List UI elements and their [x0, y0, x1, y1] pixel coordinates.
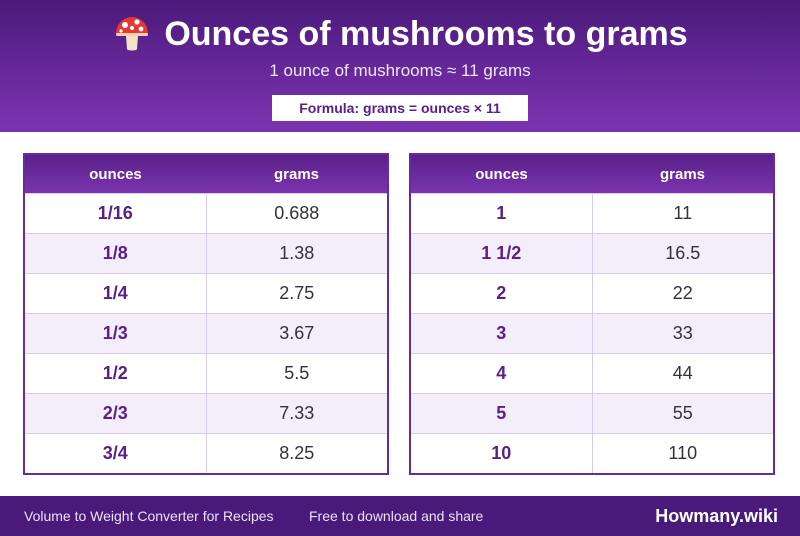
- ounces-cell: 3/4: [25, 433, 207, 473]
- ounces-cell: 4: [411, 353, 593, 394]
- table-row: 1/2 5.5: [25, 353, 387, 394]
- grams-cell: 5.5: [206, 353, 387, 394]
- grams-cell: 2.75: [206, 273, 387, 314]
- table-row: 4 44: [411, 353, 773, 394]
- grams-cell: 0.688: [206, 193, 387, 234]
- ounces-cell: 1: [411, 193, 593, 234]
- grams-cell: 110: [592, 433, 773, 473]
- ounces-cell: 1/8: [25, 233, 207, 274]
- table-row: 1/8 1.38: [25, 233, 387, 274]
- grams-cell: 8.25: [206, 433, 387, 473]
- ounces-cell: 2/3: [25, 393, 207, 434]
- column-header-grams: grams: [592, 155, 773, 194]
- footer-converter-text: Volume to Weight Converter for Recipes: [24, 508, 274, 524]
- table-row: 1/16 0.688: [25, 193, 387, 234]
- ounces-cell: 10: [411, 433, 593, 473]
- column-header-ounces: ounces: [25, 155, 206, 194]
- table-row: 1/3 3.67: [25, 313, 387, 354]
- table-row: 1/4 2.75: [25, 273, 387, 314]
- conversion-table-left: ounces grams 1/16 0.688 1/8 1.38 1/4 2.7…: [23, 153, 389, 475]
- table-row: 5 55: [411, 393, 773, 434]
- page-title: Ounces of mushrooms to grams: [0, 14, 800, 54]
- ounces-cell: 2: [411, 273, 593, 314]
- table-row: 3/4 8.25: [25, 433, 387, 473]
- grams-cell: 7.33: [206, 393, 387, 434]
- formula-badge: Formula: grams = ounces × 11: [272, 95, 528, 121]
- ounces-cell: 3: [411, 313, 593, 354]
- brand-logo-text[interactable]: Howmany.wiki: [655, 506, 778, 526]
- title-text: Ounces of mushrooms to grams: [164, 15, 688, 53]
- grams-cell: 22: [592, 273, 773, 314]
- grams-cell: 16.5: [592, 233, 773, 274]
- ounces-cell: 1/16: [25, 193, 207, 234]
- grams-cell: 33: [592, 313, 773, 354]
- conversion-table-right: ounces grams 1 11 1 1/2 16.5 2 22 3 33 4: [409, 153, 775, 475]
- grams-cell: 11: [592, 193, 773, 234]
- ounces-cell: 5: [411, 393, 593, 434]
- ounces-cell: 1 1/2: [411, 233, 593, 274]
- subtitle: 1 ounce of mushrooms ≈ 11 grams: [269, 61, 531, 80]
- grams-cell: 3.67: [206, 313, 387, 354]
- column-header-ounces: ounces: [411, 155, 592, 194]
- table-row: 2 22: [411, 273, 773, 314]
- table-row: 1 11: [411, 193, 773, 234]
- footer-share-text: Free to download and share: [309, 508, 484, 524]
- column-header-grams: grams: [206, 155, 387, 194]
- mushroom-icon: [116, 17, 149, 51]
- header-banner: Ounces of mushrooms to grams 1 ounce of …: [0, 0, 800, 132]
- grams-cell: 44: [592, 353, 773, 394]
- table-row: 1 1/2 16.5: [411, 233, 773, 274]
- grams-cell: 1.38: [206, 233, 387, 274]
- table-row: 10 110: [411, 433, 773, 473]
- table-row: 2/3 7.33: [25, 393, 387, 434]
- ounces-cell: 1/3: [25, 313, 207, 354]
- footer-bar: Volume to Weight Converter for Recipes F…: [0, 496, 800, 536]
- grams-cell: 55: [592, 393, 773, 434]
- ounces-cell: 1/4: [25, 273, 207, 314]
- ounces-cell: 1/2: [25, 353, 207, 394]
- table-row: 3 33: [411, 313, 773, 354]
